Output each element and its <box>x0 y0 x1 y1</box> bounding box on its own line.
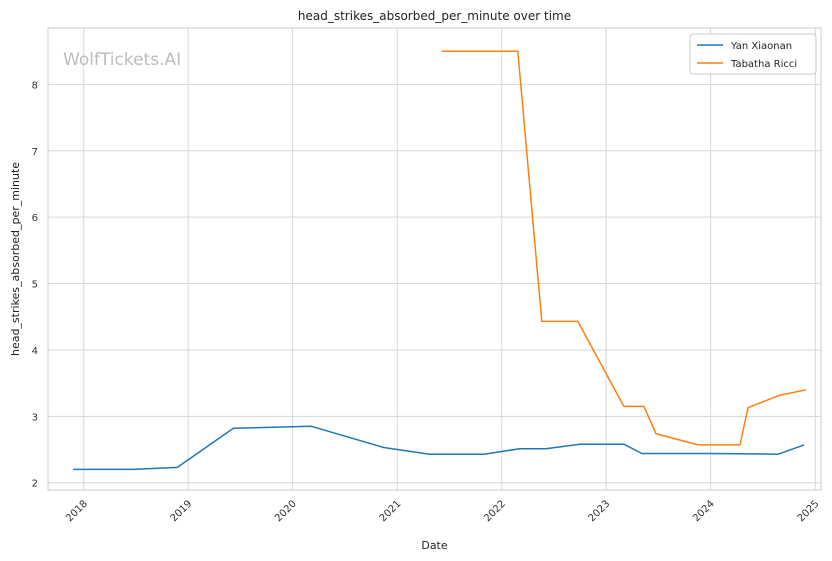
plot-frame <box>47 27 822 491</box>
y-tick-label: 8 <box>32 80 38 91</box>
y-tick-label: 6 <box>32 213 38 224</box>
x-tick-label: 2022 <box>482 498 508 524</box>
x-tick-label: 2025 <box>796 498 822 524</box>
series-line-yan-xiaonan <box>73 425 805 471</box>
x-tick-label: 2019 <box>169 498 195 524</box>
chart-title: head_strikes_absorbed_per_minute over ti… <box>298 9 571 23</box>
x-axis-label: Date <box>421 539 448 552</box>
y-tick-label: 5 <box>32 280 38 291</box>
grid-lines <box>48 28 821 490</box>
y-axis-label: head_strikes_absorbed_per_minute <box>9 162 22 356</box>
y-tick-label: 3 <box>32 412 38 423</box>
legend-label-tabatha-ricci: Tabatha Ricci <box>730 59 797 70</box>
x-tick-label: 2023 <box>587 498 613 524</box>
x-tick-label: 2024 <box>691 498 717 524</box>
y-tick-labels: 2 3 4 5 6 7 8 <box>32 80 38 489</box>
x-tick-label: 2018 <box>64 498 90 524</box>
x-tick-labels: 2018 2019 2020 2021 2022 2023 2024 2025 <box>64 498 821 524</box>
y-tick-label: 7 <box>32 147 38 158</box>
y-tick-label: 4 <box>32 346 38 357</box>
x-tick-label: 2021 <box>378 498 404 524</box>
legend-label-yan-xiaonan: Yan Xiaonan <box>730 41 792 52</box>
y-tick-label: 2 <box>32 479 38 490</box>
series-line-tabatha-ricci <box>441 50 807 446</box>
x-tick-label: 2020 <box>273 498 299 524</box>
watermark: WolfTickets.AI <box>63 50 181 70</box>
legend: Yan Xiaonan Tabatha Ricci <box>689 33 817 75</box>
series-layer <box>73 50 807 471</box>
legend-box <box>689 33 817 75</box>
